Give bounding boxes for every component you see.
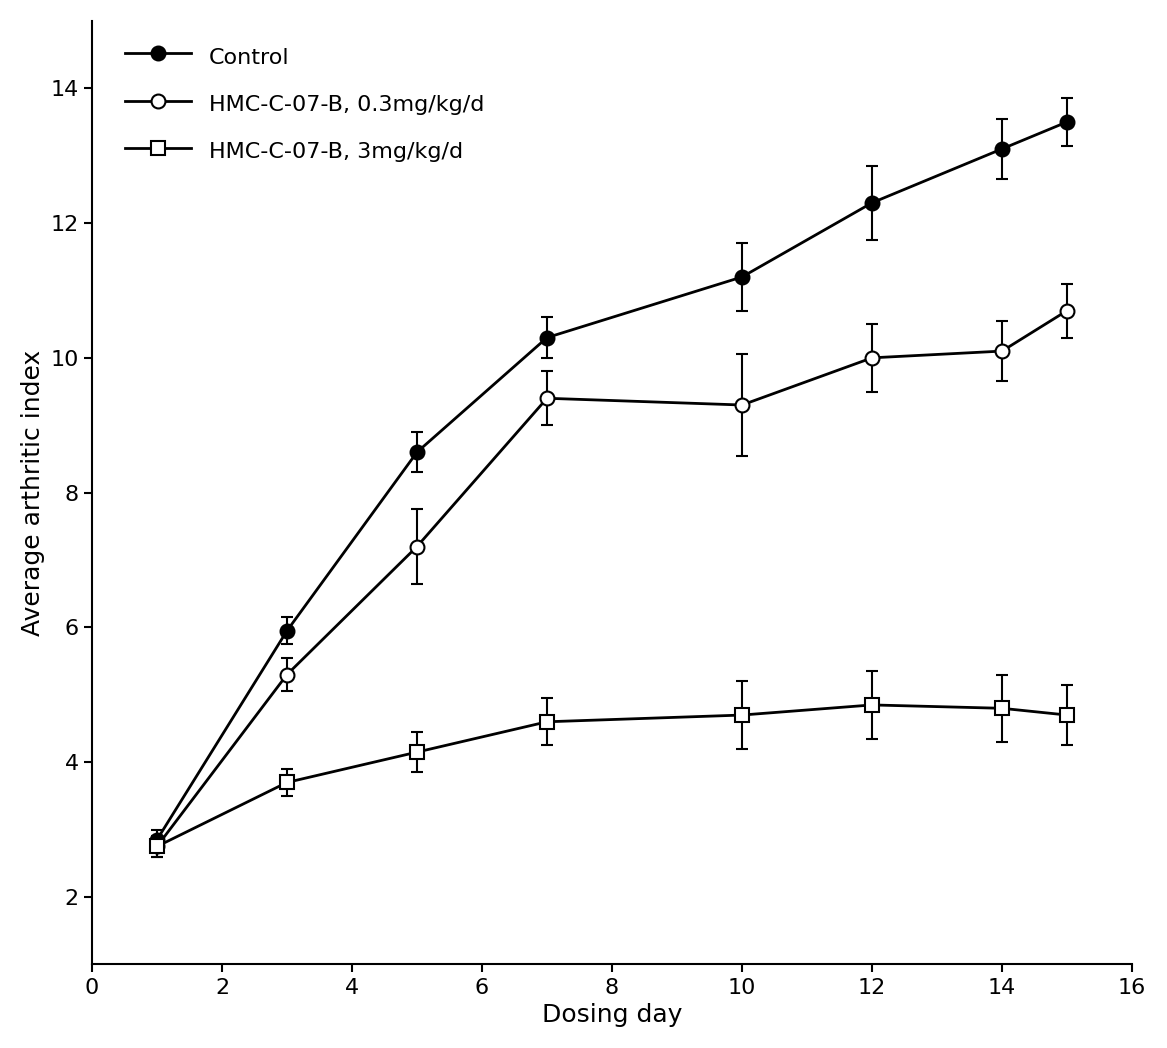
HMC-C-07-B, 0.3mg/kg/d [410, 541, 424, 553]
Line: HMC-C-07-B, 0.3mg/kg/d: HMC-C-07-B, 0.3mg/kg/d [151, 304, 1074, 853]
Y-axis label: Average arthritic index: Average arthritic index [21, 350, 44, 636]
HMC-C-07-B, 3mg/kg/d [540, 716, 554, 728]
Line: HMC-C-07-B, 3mg/kg/d: HMC-C-07-B, 3mg/kg/d [151, 698, 1074, 853]
HMC-C-07-B, 3mg/kg/d [735, 708, 749, 721]
HMC-C-07-B, 3mg/kg/d [280, 777, 294, 789]
Control [280, 625, 294, 637]
Control [1060, 115, 1074, 128]
HMC-C-07-B, 0.3mg/kg/d [995, 345, 1009, 357]
HMC-C-07-B, 3mg/kg/d [410, 746, 424, 759]
HMC-C-07-B, 0.3mg/kg/d [280, 669, 294, 681]
Control [865, 197, 879, 210]
HMC-C-07-B, 3mg/kg/d [995, 702, 1009, 715]
Legend: Control, HMC-C-07-B, 0.3mg/kg/d, HMC-C-07-B, 3mg/kg/d: Control, HMC-C-07-B, 0.3mg/kg/d, HMC-C-0… [113, 31, 496, 175]
HMC-C-07-B, 0.3mg/kg/d [540, 392, 554, 405]
Control [995, 143, 1009, 155]
HMC-C-07-B, 0.3mg/kg/d [151, 840, 165, 853]
Control [410, 445, 424, 458]
HMC-C-07-B, 0.3mg/kg/d [865, 351, 879, 364]
Control [540, 331, 554, 344]
Control [735, 270, 749, 283]
HMC-C-07-B, 0.3mg/kg/d [1060, 304, 1074, 316]
HMC-C-07-B, 3mg/kg/d [865, 699, 879, 712]
Line: Control: Control [151, 115, 1074, 847]
HMC-C-07-B, 0.3mg/kg/d [735, 398, 749, 411]
HMC-C-07-B, 3mg/kg/d [1060, 708, 1074, 721]
X-axis label: Dosing day: Dosing day [541, 1003, 683, 1027]
HMC-C-07-B, 3mg/kg/d [151, 840, 165, 853]
Control [151, 833, 165, 846]
